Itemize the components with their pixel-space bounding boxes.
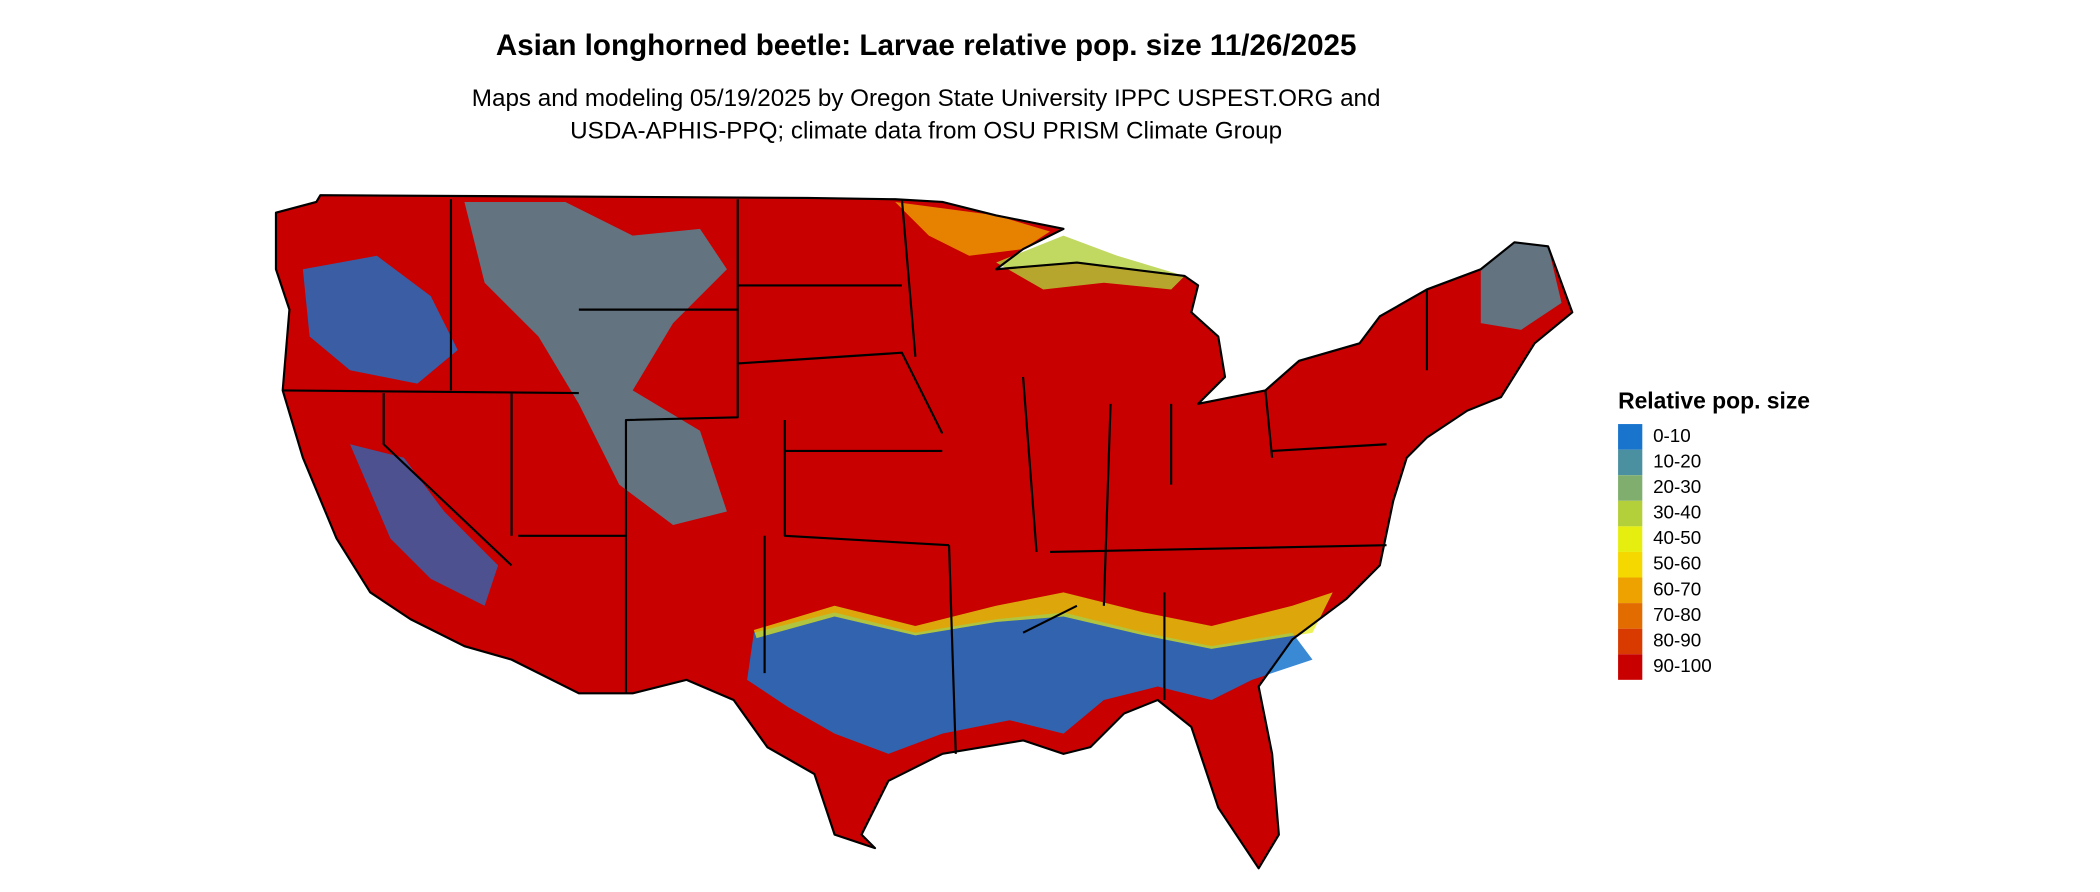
legend-swatch [1618, 551, 1643, 578]
legend-label: 80-90 [1653, 629, 1701, 650]
legend-label: 40-50 [1653, 527, 1701, 548]
legend-swatch [1618, 654, 1643, 680]
legend-label: 30-40 [1653, 502, 1701, 523]
region-cool [350, 444, 499, 606]
legend-label: 50-60 [1653, 553, 1701, 574]
legend-label: 20-30 [1653, 476, 1701, 497]
legend-swatch [1618, 500, 1643, 527]
legend: Relative pop. size 0-10 10-20 20-30 30-40 40… [1618, 388, 1810, 680]
region-mid [996, 235, 1185, 290]
legend-title: Relative pop. size [1618, 388, 1810, 414]
legend-swatch [1618, 475, 1643, 501]
legend-swatch [1618, 424, 1643, 450]
legend-label: 10-20 [1653, 450, 1701, 471]
legend-label: 90-100 [1653, 655, 1712, 676]
legend-swatch [1618, 603, 1643, 629]
legend-swatch [1618, 628, 1643, 655]
legend-swatch [1618, 526, 1643, 552]
legend-swatch [1618, 577, 1643, 604]
legend-label: 0-10 [1653, 425, 1691, 446]
region-cool [464, 201, 727, 526]
subtitle: Maps and modeling 05/19/2025 by Oregon S… [472, 85, 1381, 112]
region-warm-edge [753, 592, 1333, 649]
state-borders [282, 199, 1428, 754]
legend-label: 60-70 [1653, 578, 1701, 599]
outline [274, 194, 1574, 870]
region-cool [1480, 242, 1562, 330]
title: Asian longhorned beetle: Larvae relative… [496, 29, 1357, 62]
region-mid [895, 201, 1050, 256]
us-map [274, 194, 1574, 870]
legend-label: 70-80 [1653, 604, 1701, 625]
subtitle: USDA-APHIS-PPQ; climate data from OSU PR… [570, 117, 1282, 144]
land [275, 195, 1573, 869]
legend-swatch [1618, 449, 1643, 476]
region-cool [747, 612, 1313, 754]
region-cool [302, 255, 458, 384]
